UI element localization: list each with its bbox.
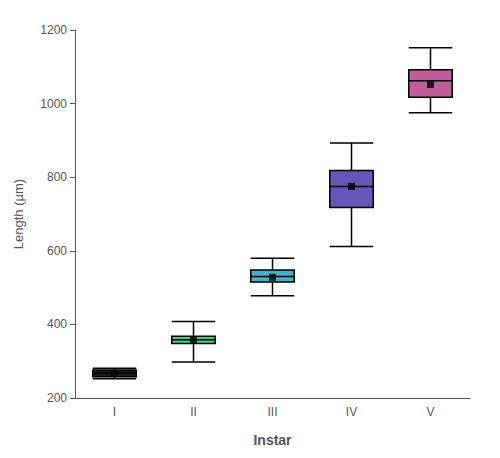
- svg-text:Instar: Instar: [253, 432, 292, 448]
- svg-text:800: 800: [47, 170, 67, 184]
- svg-text:II: II: [190, 405, 197, 419]
- svg-text:Length (µm): Length (µm): [11, 179, 26, 249]
- svg-text:IV: IV: [346, 405, 357, 419]
- svg-text:400: 400: [47, 317, 67, 331]
- svg-text:1200: 1200: [40, 23, 67, 37]
- svg-text:III: III: [267, 405, 277, 419]
- svg-text:200: 200: [47, 391, 67, 405]
- svg-text:I: I: [113, 405, 116, 419]
- svg-text:V: V: [426, 405, 434, 419]
- svg-text:1000: 1000: [40, 97, 67, 111]
- svg-text:600: 600: [47, 244, 67, 258]
